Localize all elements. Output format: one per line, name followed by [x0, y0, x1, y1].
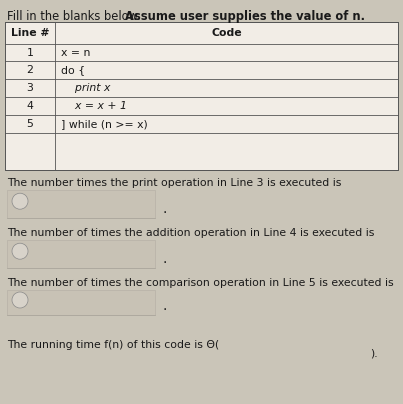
Circle shape [12, 193, 28, 209]
Text: 3: 3 [27, 83, 33, 93]
Circle shape [12, 243, 28, 259]
Text: x = n: x = n [61, 48, 90, 57]
Bar [5, 22, 398, 170]
Text: ).: ). [370, 348, 378, 358]
Text: The number of times the comparison operation in Line 5 is executed is: The number of times the comparison opera… [7, 278, 394, 288]
Circle shape [12, 292, 28, 308]
Text: 1: 1 [27, 48, 33, 57]
Text: x = x + 1: x = x + 1 [61, 101, 127, 111]
Text: The running time f(n) of this code is Θ(: The running time f(n) of this code is Θ( [7, 340, 219, 350]
Text: Fill in the blanks below.: Fill in the blanks below. [7, 10, 144, 23]
Text: ] while (n >= x): ] while (n >= x) [61, 119, 148, 129]
Text: .: . [162, 299, 166, 313]
Text: .: . [162, 252, 166, 266]
Text: 5: 5 [27, 119, 33, 129]
Bar [7, 240, 155, 268]
Bar [7, 290, 155, 315]
Text: Code: Code [211, 28, 242, 38]
Bar [7, 190, 155, 218]
Text: Assume user supplies the value of n.: Assume user supplies the value of n. [125, 10, 365, 23]
Text: Line #: Line # [11, 28, 49, 38]
Text: print x: print x [61, 83, 110, 93]
Text: .: . [162, 202, 166, 216]
Text: The number times the print operation in Line 3 is executed is: The number times the print operation in … [7, 178, 341, 188]
Text: 2: 2 [27, 65, 33, 75]
Text: 4: 4 [27, 101, 33, 111]
Text: The number of times the addition operation in Line 4 is executed is: The number of times the addition operati… [7, 228, 374, 238]
Text: do {: do { [61, 65, 85, 75]
